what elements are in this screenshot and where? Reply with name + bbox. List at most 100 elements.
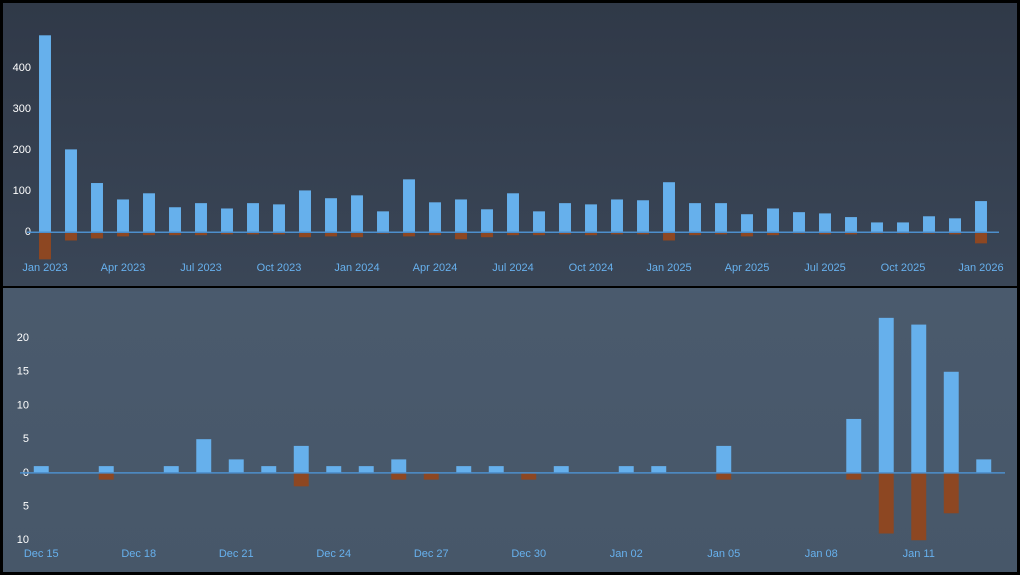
- bar: [98, 472, 114, 480]
- bar: [39, 232, 51, 260]
- bar: [716, 445, 732, 473]
- bar: [878, 317, 894, 473]
- bar: [91, 183, 103, 233]
- x-tick-label: Oct 2025: [881, 262, 926, 274]
- x-tick-label: Jul 2023: [180, 262, 222, 274]
- bar: [637, 232, 649, 235]
- bar: [793, 212, 805, 233]
- bar: [871, 222, 883, 233]
- bar: [521, 472, 537, 480]
- x-tick-label: Dec 15: [24, 548, 59, 560]
- bar: [507, 232, 519, 236]
- bar: [689, 232, 701, 236]
- bar: [637, 200, 649, 233]
- bar: [611, 232, 623, 235]
- bar: [949, 232, 961, 235]
- bar: [975, 201, 987, 233]
- bar: [943, 472, 959, 514]
- x-tick-label: Oct 2024: [569, 262, 614, 274]
- bar: [403, 232, 415, 237]
- x-tick-label: Apr 2023: [101, 262, 146, 274]
- y-tick-label: 10: [17, 534, 29, 546]
- x-tick-label: Jan 2024: [334, 262, 379, 274]
- bar: [553, 466, 569, 473]
- bar: [325, 198, 337, 233]
- x-tick-label: Dec 24: [316, 548, 351, 560]
- x-tick-label: Jan 2026: [958, 262, 1003, 274]
- bar: [481, 232, 493, 238]
- bar: [358, 466, 374, 473]
- bar: [507, 193, 519, 233]
- bar: [377, 211, 389, 233]
- y-tick-label: 20: [17, 332, 29, 344]
- bar: [273, 232, 285, 235]
- bar: [611, 199, 623, 233]
- y-tick-label: 10: [17, 399, 29, 411]
- bar: [585, 204, 597, 233]
- bar: [878, 472, 894, 534]
- bar: [299, 190, 311, 233]
- bar: [228, 459, 244, 473]
- bar: [911, 472, 927, 541]
- bar: [423, 472, 439, 480]
- x-tick-label: Dec 18: [121, 548, 156, 560]
- bar: [488, 466, 504, 473]
- x-tick-label: Jan 08: [805, 548, 838, 560]
- bar: [403, 179, 415, 233]
- bar: [326, 466, 342, 473]
- bar: [976, 459, 992, 473]
- bar: [221, 232, 233, 235]
- bar: [456, 466, 472, 473]
- bar: [846, 472, 862, 480]
- x-tick-label: Jan 2025: [646, 262, 691, 274]
- x-tick-label: Jul 2025: [804, 262, 846, 274]
- bar: [117, 232, 129, 237]
- bar: [429, 232, 441, 236]
- y-tick-label: 15: [17, 366, 29, 378]
- bar: [65, 232, 77, 241]
- bar: [767, 208, 779, 233]
- bar: [716, 472, 732, 480]
- bar: [741, 214, 753, 233]
- bar: [663, 232, 675, 241]
- x-tick-label: Jan 02: [610, 548, 643, 560]
- x-tick-label: Oct 2023: [257, 262, 302, 274]
- bar: [163, 466, 179, 473]
- bar: [845, 232, 857, 235]
- bar: [391, 459, 407, 473]
- y-tick-label: 5: [23, 500, 29, 512]
- x-tick-label: Dec 27: [414, 548, 449, 560]
- bar: [618, 466, 634, 473]
- bar: [533, 211, 545, 233]
- x-tick-label: Apr 2024: [413, 262, 458, 274]
- bar: [98, 466, 114, 473]
- bar: [559, 203, 571, 233]
- bar: [247, 232, 259, 235]
- bar: [897, 222, 909, 233]
- bar: [247, 203, 259, 233]
- bar: [195, 232, 207, 236]
- bar: [261, 466, 277, 473]
- bar: [975, 232, 987, 244]
- bar: [429, 202, 441, 233]
- bar: [391, 472, 407, 480]
- bar: [195, 203, 207, 233]
- bar: [715, 203, 727, 233]
- bar: [819, 213, 831, 233]
- bar: [911, 324, 927, 473]
- bar: [33, 466, 49, 473]
- bar: [651, 466, 667, 473]
- bar: [169, 207, 181, 233]
- bar: [91, 232, 103, 239]
- bar: [196, 439, 212, 473]
- y-tick-label: 5: [23, 433, 29, 445]
- x-tick-label: Dec 30: [511, 548, 546, 560]
- x-tick-label: Jan 2023: [22, 262, 67, 274]
- y-tick-label: 100: [13, 185, 31, 197]
- x-tick-label: Jan 05: [707, 548, 740, 560]
- bar: [455, 199, 467, 233]
- bar: [39, 35, 51, 233]
- bar: [559, 232, 571, 235]
- bar: [846, 418, 862, 473]
